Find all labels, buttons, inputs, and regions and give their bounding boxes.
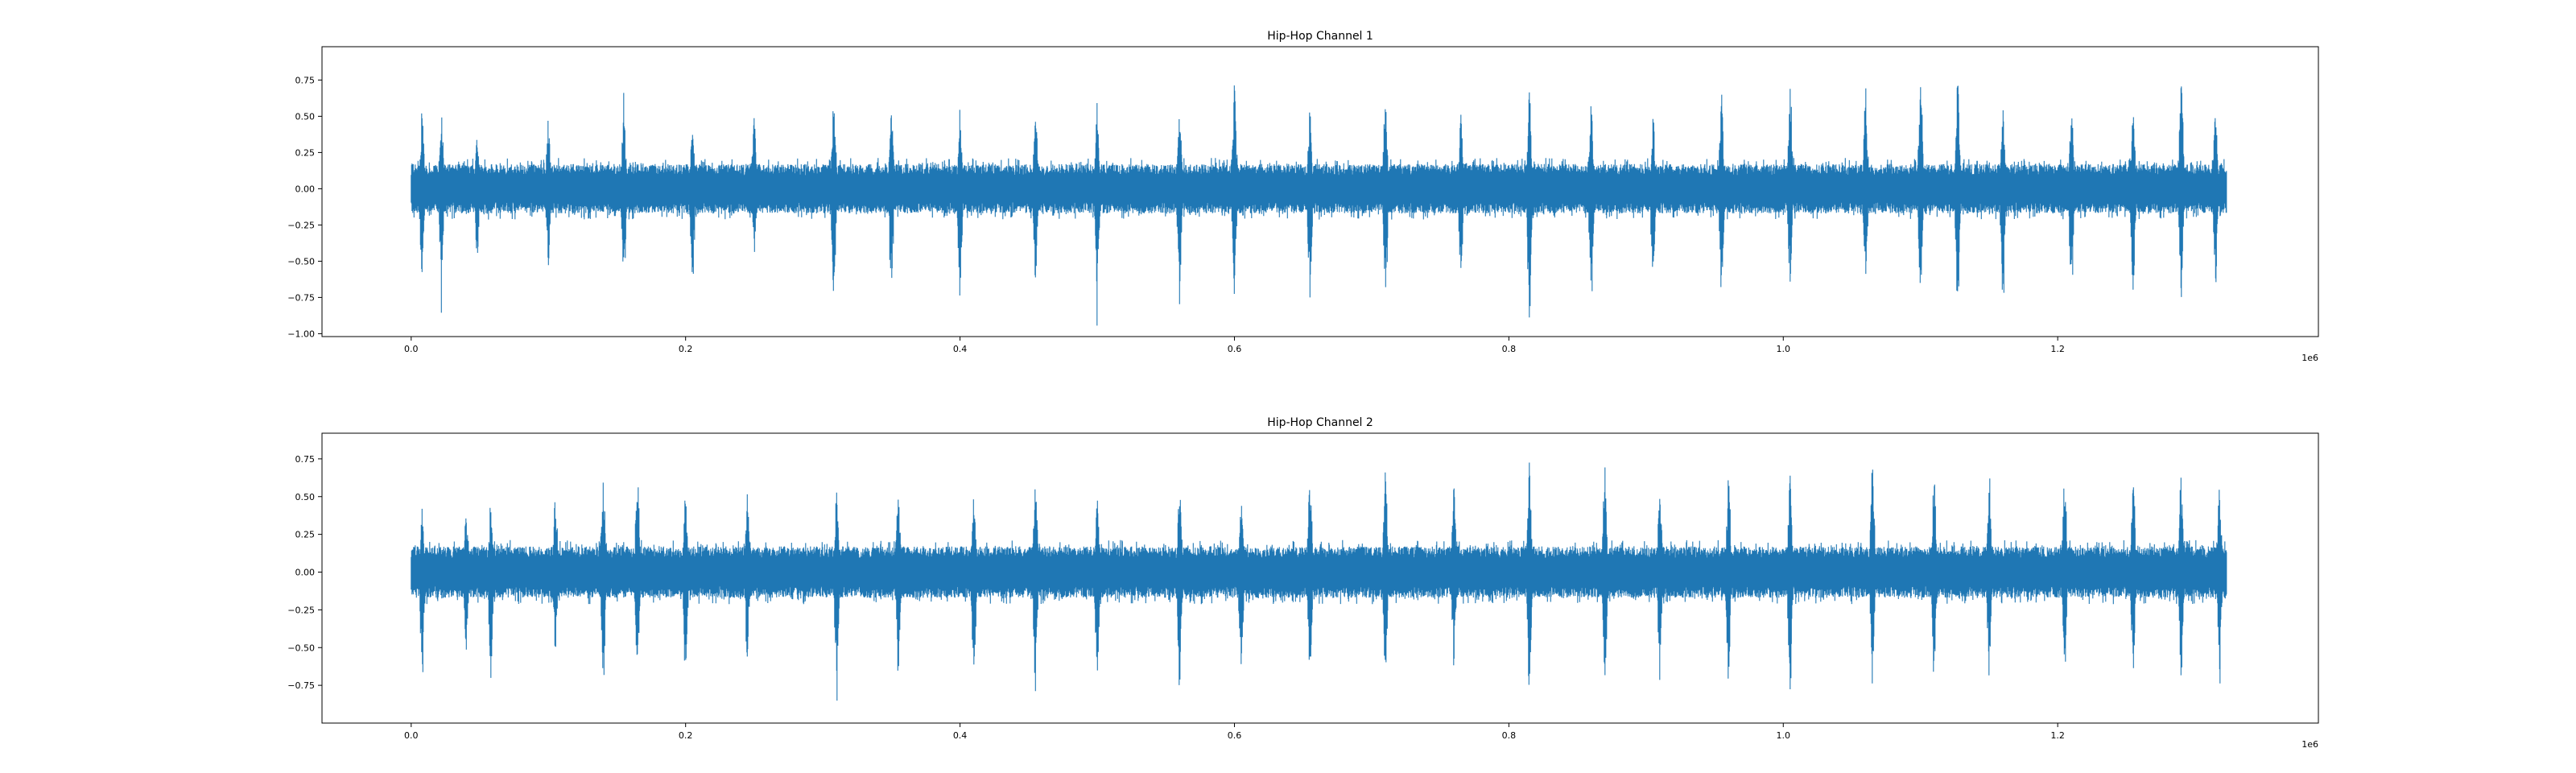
axes-frame-1 [321,46,2319,337]
chart-panel-2: Hip-Hop Channel 2 0.0 0.2 0.4 0.6 0.8 1.0 1.2 1e… [287,416,2319,750]
chart-title-2: Hip-Hop Channel 2 [1267,416,1373,429]
y-tick-label: −0.75 [287,292,315,303]
y-tick-label: −0.75 [287,680,315,691]
axes-frame-2 [321,432,2319,724]
x-tick-label: 0.8 [1502,344,1517,354]
y-tick-label: 0.50 [295,492,316,502]
y-tick-label: −0.25 [287,220,315,230]
x-tick-label: 1.2 [2050,344,2065,354]
x-tick-label: 0.8 [1502,730,1517,741]
y-tick-label: 0.00 [295,568,316,578]
x-tick-label: 0.6 [1228,730,1242,741]
y-tick-label: 0.50 [295,111,316,122]
x-offset-label: 1e6 [2301,353,2318,363]
x-tick-label: 1.0 [1777,344,1791,354]
y-tick-label: 0.75 [295,454,316,465]
chart-panel-1: Hip-Hop Channel 1 0.0 0.2 0.4 0.6 0.8 1.0 1.2 1e… [287,30,2319,363]
x-tick-label: 1.0 [1777,730,1791,741]
y-tick-label: −0.25 [287,605,315,615]
y-tick-label: −1.00 [287,329,315,339]
x-tick-label: 0.0 [404,730,419,741]
x-tick-label: 0.4 [953,344,968,354]
waveform-series-1 [411,85,2227,326]
y-tick-label: −0.50 [287,256,315,267]
y-tick-label: 0.00 [295,184,316,194]
x-tick-label: 1.2 [2050,730,2065,741]
x-tick-label: 0.2 [679,344,693,354]
x-tick-label: 0.0 [404,344,419,354]
x-tick-label: 0.2 [679,730,693,741]
chart-title-1: Hip-Hop Channel 1 [1267,30,1373,43]
x-tick-label: 0.4 [953,730,968,741]
y-tick-label: 0.75 [295,75,316,85]
waveform-series-2 [411,462,2227,701]
x-tick-label: 0.6 [1228,344,1242,354]
y-tick-label: 0.25 [295,530,316,540]
x-offset-label: 1e6 [2301,739,2318,750]
y-tick-label: −0.50 [287,643,315,653]
y-tick-label: 0.25 [295,147,316,158]
